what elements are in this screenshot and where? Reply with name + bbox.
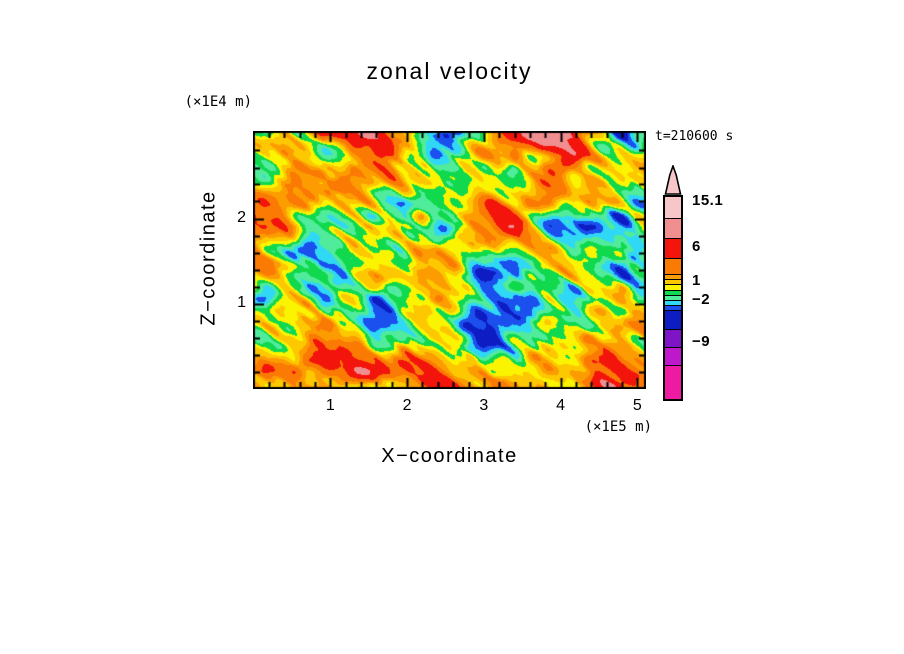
x-axis-tick-label: 1 (325, 397, 335, 414)
colorbar-tick-label: −2 (692, 291, 711, 308)
x-axis-title: X−coordinate (381, 445, 518, 467)
z-axis-tick-label: 2 (237, 208, 246, 226)
colorbar-segment-yellow (665, 284, 681, 290)
x-axis-tick-label: 5 (632, 397, 642, 414)
x-axis-unit-label: (×1E5 m) (584, 419, 652, 435)
colorbar-segment-purple (665, 329, 681, 347)
colorbar-tick-label: 6 (692, 238, 701, 255)
colorbar-overflow-arrow-icon (664, 165, 682, 195)
x-axis-tick-label: 3 (479, 397, 489, 414)
colorbar-tick-label: 15.1 (692, 192, 724, 209)
z-axis-title: Z−coordinate (197, 190, 220, 326)
x-axis-tick-label: 4 (556, 397, 566, 414)
colorbar-segment-magenta-purple (665, 347, 681, 365)
colorbar-segment-dark-blue (665, 310, 681, 329)
colorbar-segment-red (665, 238, 681, 258)
z-axis-unit-label: (×1E4 m) (184, 94, 252, 110)
z-axis-tick-label: 1 (237, 293, 246, 311)
colorbar-segment-salmon (665, 218, 681, 238)
colorbar-segment-green (665, 290, 681, 295)
colorbar-tick-label: 1 (692, 272, 701, 289)
colorbar-segment-gold (665, 279, 681, 284)
time-stamp-label: t=210600 s (655, 129, 734, 144)
colorbar-segment-royal-blue (665, 305, 681, 310)
plot-title: zonal velocity (366, 58, 533, 84)
colorbar-segment-magenta (665, 365, 681, 399)
colorbar (663, 195, 683, 401)
x-axis-tick-label: 2 (402, 397, 412, 414)
colorbar-segment-amber (665, 274, 681, 279)
colorbar-tick-label: −9 (692, 333, 711, 350)
colorbar-segment-cyan (665, 300, 681, 305)
velocity-field-heatmap (253, 131, 646, 389)
colorbar-segment-pale-pink (665, 197, 681, 218)
colorbar-segment-orange (665, 258, 681, 274)
colorbar-segment-spring-green (665, 295, 681, 300)
